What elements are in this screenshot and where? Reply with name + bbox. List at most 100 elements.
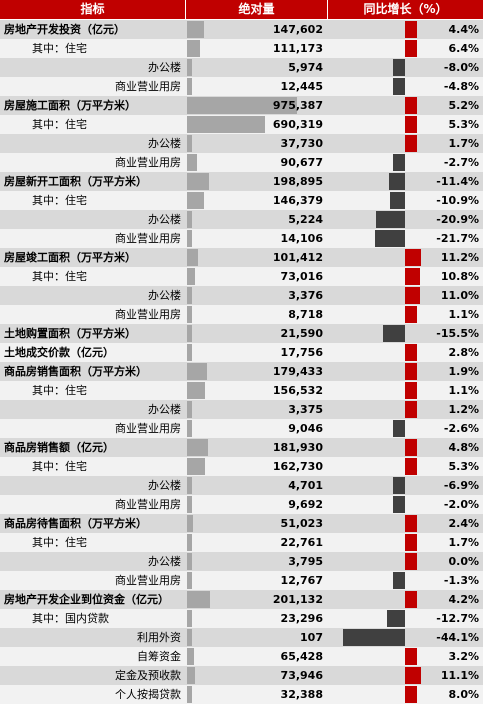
table-row: 房地产开发投资（亿元） 147,602 4.4% [0, 20, 483, 39]
yoy-value: -44.1% [436, 631, 479, 644]
abs-bar [187, 192, 204, 209]
abs-bar [187, 97, 297, 114]
abs-bar [187, 287, 192, 304]
table-row: 房屋竣工面积（万平方米） 101,412 11.2% [0, 248, 483, 267]
yoy-cell: 2.8% [328, 343, 483, 362]
yoy-cell: -8.0% [328, 58, 483, 77]
abs-cell: 51,023 [186, 514, 327, 533]
yoy-bar [405, 116, 417, 133]
yoy-cell: 1.1% [328, 381, 483, 400]
abs-value: 90,677 [280, 156, 323, 169]
yoy-value: 1.1% [448, 308, 479, 321]
yoy-value: 4.4% [448, 23, 479, 36]
yoy-cell: -2.6% [328, 419, 483, 438]
table-row: 办公楼 3,375 1.2% [0, 400, 483, 419]
table-row: 商业营业用房 8,718 1.1% [0, 305, 483, 324]
yoy-bar [387, 610, 406, 627]
abs-cell: 9,046 [186, 419, 327, 438]
abs-bar [187, 40, 200, 57]
yoy-value: 1.1% [448, 384, 479, 397]
abs-value: 3,795 [288, 555, 323, 568]
abs-cell: 17,756 [186, 343, 327, 362]
yoy-bar [405, 363, 417, 380]
yoy-value: 3.2% [448, 650, 479, 663]
abs-value: 201,132 [272, 593, 323, 606]
table-row: 房屋新开工面积（万平方米） 198,895 -11.4% [0, 172, 483, 191]
abs-cell: 32,388 [186, 685, 327, 704]
abs-value: 14,106 [280, 232, 323, 245]
abs-cell: 12,445 [186, 77, 327, 96]
abs-cell: 65,428 [186, 647, 327, 666]
abs-bar [187, 534, 192, 551]
abs-cell: 5,974 [186, 58, 327, 77]
abs-value: 111,173 [272, 42, 323, 55]
yoy-cell: -2.0% [328, 495, 483, 514]
table-row: 商品房销售面积（万平方米） 179,433 1.9% [0, 362, 483, 381]
row-label: 商业营业用房 [115, 80, 181, 93]
abs-bar [187, 477, 192, 494]
abs-cell: 156,532 [186, 381, 327, 400]
yoy-bar [389, 173, 406, 190]
abs-bar [187, 230, 192, 247]
abs-bar [187, 306, 192, 323]
table-row: 房地产开发企业到位资金（亿元） 201,132 4.2% [0, 590, 483, 609]
table-row: 房屋施工面积（万平方米） 975,387 5.2% [0, 96, 483, 115]
row-label: 其中：住宅 [32, 42, 87, 55]
abs-bar [187, 211, 192, 228]
abs-bar [187, 591, 210, 608]
abs-bar [187, 21, 204, 38]
abs-cell: 147,602 [186, 20, 327, 39]
abs-cell: 3,375 [186, 400, 327, 419]
row-label: 商品房待售面积（万平方米） [4, 517, 147, 530]
abs-bar [187, 667, 195, 684]
yoy-cell: -1.3% [328, 571, 483, 590]
abs-value: 162,730 [272, 460, 323, 473]
row-label: 其中：国内贷款 [32, 612, 109, 625]
yoy-value: -2.0% [443, 498, 479, 511]
abs-value: 65,428 [280, 650, 323, 663]
row-label: 房屋新开工面积（万平方米） [4, 175, 147, 188]
abs-bar [187, 629, 192, 646]
yoy-bar [389, 192, 405, 209]
yoy-value: -8.0% [443, 61, 479, 74]
abs-cell: 8,718 [186, 305, 327, 324]
yoy-value: -15.5% [436, 327, 479, 340]
table-row: 办公楼 3,795 0.0% [0, 552, 483, 571]
abs-cell: 111,173 [186, 39, 327, 58]
table-row: 定金及预收款 73,946 11.1% [0, 666, 483, 685]
yoy-cell: -2.7% [328, 153, 483, 172]
yoy-bar [375, 211, 405, 228]
yoy-cell: 3.2% [328, 647, 483, 666]
yoy-value: 0.0% [448, 555, 479, 568]
yoy-value: 1.7% [448, 137, 479, 150]
row-label: 其中：住宅 [32, 194, 87, 207]
row-label: 土地购置面积（万平方米） [4, 327, 136, 340]
yoy-bar [405, 553, 417, 570]
yoy-cell: 4.4% [328, 20, 483, 39]
yoy-cell: 0.0% [328, 552, 483, 571]
abs-bar [187, 420, 192, 437]
table-row: 其中：国内贷款 23,296 -12.7% [0, 609, 483, 628]
yoy-cell: -6.9% [328, 476, 483, 495]
table-row: 商业营业用房 12,767 -1.3% [0, 571, 483, 590]
table-row: 其中：住宅 111,173 6.4% [0, 39, 483, 58]
abs-cell: 162,730 [186, 457, 327, 476]
row-label: 商业营业用房 [115, 574, 181, 587]
yoy-value: 6.4% [448, 42, 479, 55]
abs-value: 9,692 [288, 498, 323, 511]
yoy-value: -2.6% [443, 422, 479, 435]
table-row: 商品房销售额（亿元） 181,930 4.8% [0, 438, 483, 457]
row-label: 其中：住宅 [32, 384, 87, 397]
yoy-value: -21.7% [436, 232, 479, 245]
abs-value: 975,387 [272, 99, 323, 112]
table-row: 土地购置面积（万平方米） 21,590 -15.5% [0, 324, 483, 343]
yoy-value: 8.0% [448, 688, 479, 701]
abs-value: 101,412 [272, 251, 323, 264]
abs-bar [187, 382, 205, 399]
abs-cell: 14,106 [186, 229, 327, 248]
yoy-value: 10.8% [440, 270, 479, 283]
yoy-cell: 11.1% [328, 666, 483, 685]
table-row: 其中：住宅 146,379 -10.9% [0, 191, 483, 210]
row-label: 土地成交价款（亿元） [4, 346, 114, 359]
yoy-value: 2.8% [448, 346, 479, 359]
